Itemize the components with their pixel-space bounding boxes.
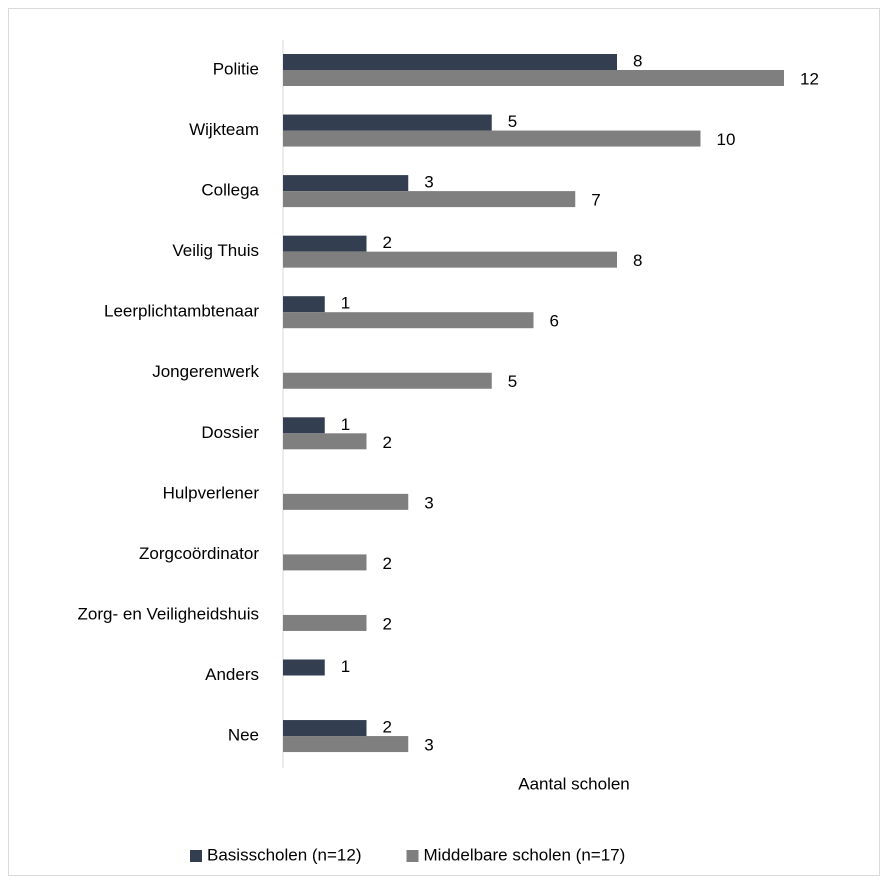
data-label: 3 xyxy=(424,173,433,192)
data-label: 2 xyxy=(383,554,392,573)
y-tick-label: Dossier xyxy=(201,423,259,442)
data-label: 1 xyxy=(341,294,350,313)
data-label: 2 xyxy=(383,614,392,633)
chart-frame xyxy=(8,8,880,876)
bar xyxy=(283,70,784,86)
y-tick-label: Collega xyxy=(201,181,259,200)
data-label: 5 xyxy=(508,112,517,131)
bar xyxy=(283,235,367,252)
y-tick-label: Nee xyxy=(228,726,259,745)
y-tick-label: Hulpverlener xyxy=(163,483,260,502)
y-tick-label: Jongerenwerk xyxy=(152,362,259,381)
bar xyxy=(283,417,325,434)
data-label: 10 xyxy=(717,130,736,149)
bar xyxy=(283,659,325,676)
data-label: 7 xyxy=(591,191,600,210)
bar xyxy=(283,114,492,131)
y-tick-label: Anders xyxy=(205,665,259,684)
bar xyxy=(283,191,576,208)
x-axis-label: Aantal scholen xyxy=(518,774,630,793)
y-tick-label: Politie xyxy=(213,59,259,78)
data-label: 1 xyxy=(341,415,350,434)
bar xyxy=(283,720,367,737)
data-label: 3 xyxy=(424,493,433,512)
data-label: 2 xyxy=(383,433,392,452)
legend-swatch xyxy=(406,850,419,862)
data-label: 6 xyxy=(550,312,559,331)
bar xyxy=(283,372,492,389)
y-tick-label: Veilig Thuis xyxy=(172,241,259,260)
bar xyxy=(283,312,534,329)
bar xyxy=(283,554,367,571)
data-label: 2 xyxy=(383,718,392,737)
bar xyxy=(283,614,367,631)
bar xyxy=(283,130,701,147)
bar xyxy=(283,175,409,192)
y-tick-label: Leerplichtambtenaar xyxy=(104,302,259,321)
bar xyxy=(283,736,409,753)
y-tick-label: Zorgcoördinator xyxy=(139,544,259,563)
bar xyxy=(283,433,367,450)
legend-label: Middelbare scholen (n=17) xyxy=(424,845,626,864)
data-label: 12 xyxy=(800,69,819,88)
bar xyxy=(283,296,325,313)
data-label: 2 xyxy=(383,233,392,252)
bar xyxy=(283,54,617,70)
data-label: 8 xyxy=(633,51,642,70)
legend-label: Basisscholen (n=12) xyxy=(207,845,362,864)
data-label: 1 xyxy=(341,657,350,676)
bar xyxy=(283,493,409,510)
legend-swatch xyxy=(190,850,202,862)
data-label: 5 xyxy=(508,372,517,391)
y-tick-label: Wijkteam xyxy=(189,120,259,139)
data-label: 3 xyxy=(424,736,433,755)
y-tick-label: Zorg- en Veiligheidshuis xyxy=(78,604,259,623)
bar xyxy=(283,251,617,268)
data-label: 8 xyxy=(633,251,642,270)
